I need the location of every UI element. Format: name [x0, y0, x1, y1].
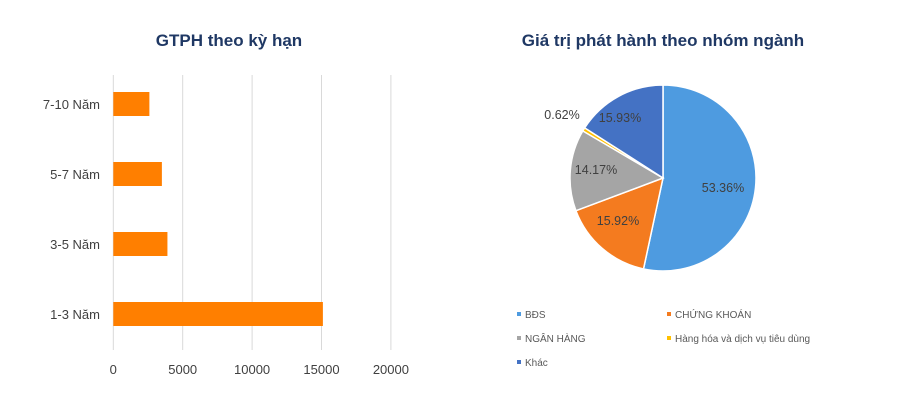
y-tick-label: 5-7 Năm: [50, 167, 100, 182]
data-label: 14.17%: [575, 163, 617, 177]
legend-marker: [667, 312, 671, 316]
data-label: 15.92%: [597, 214, 639, 228]
y-tick-label: 1-3 Năm: [50, 307, 100, 322]
legend-label: BĐS: [525, 310, 546, 321]
bar-1-3Năm: [113, 302, 323, 326]
legend-marker: [517, 312, 521, 316]
x-tick-label: 0: [110, 362, 117, 377]
x-tick-label: 10000: [234, 362, 270, 377]
legend-label: Khác: [525, 358, 548, 369]
data-label: 0.62%: [544, 108, 579, 122]
bar-7-10Năm: [113, 92, 150, 116]
data-label: 15.93%: [599, 111, 641, 125]
pie-slice: [574, 176, 665, 270]
x-tick-label: 5000: [168, 362, 197, 377]
pie-chart-title: Giá trị phát hành theo nhóm ngành: [522, 31, 804, 50]
y-tick-label: 3-5 Năm: [50, 237, 100, 252]
pie-slice: [642, 84, 757, 272]
x-tick-label: 20000: [373, 362, 409, 377]
legend-label: NGÂN HÀNG: [525, 332, 586, 345]
bar-chart-title: GTPH theo kỳ hạn: [156, 31, 302, 50]
data-label: 53.36%: [702, 181, 744, 195]
bar-5-7Năm: [113, 162, 162, 186]
pie-slice: [569, 129, 665, 212]
legend-marker: [517, 336, 521, 340]
legend-marker: [517, 360, 521, 364]
legend-label: CHỨNG KHOÁN: [675, 308, 751, 321]
x-tick-label: 15000: [303, 362, 339, 377]
y-tick-label: 7-10 Năm: [43, 97, 100, 112]
pie-slice: [583, 84, 664, 180]
bar-3-5Năm: [113, 232, 168, 256]
legend-label: Hàng hóa và dịch vụ tiêu dùng: [675, 334, 810, 345]
legend-marker: [667, 336, 671, 340]
